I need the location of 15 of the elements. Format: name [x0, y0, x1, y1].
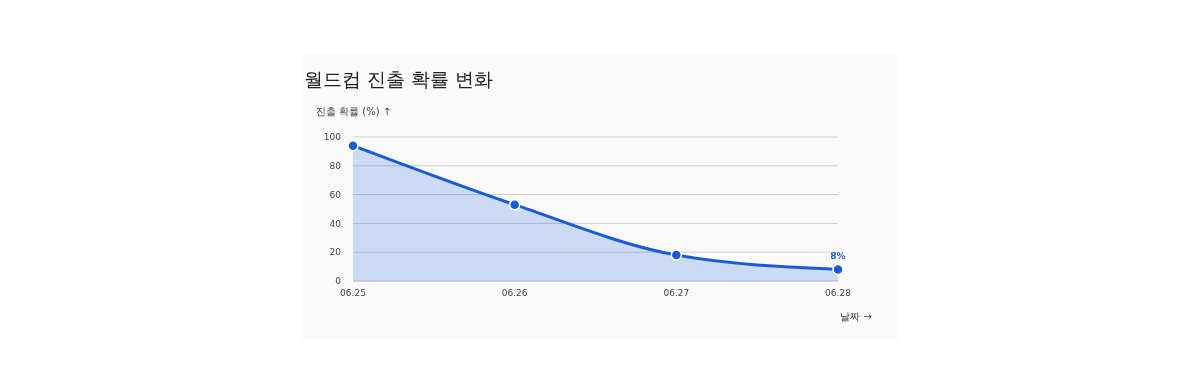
y-axis-title: 진출 확률 (%) ↑	[316, 106, 392, 117]
x-tick-label: 06.25	[340, 288, 366, 298]
chart-title: 월드컵 진출 확률 변화	[304, 68, 494, 90]
y-tick-label: 60	[329, 189, 342, 200]
y-tick-label: 20	[329, 247, 342, 258]
data-label: 8%	[830, 251, 846, 262]
y-tick-label: 100	[323, 132, 342, 143]
point	[670, 249, 683, 261]
x-tick-label: 06.26	[501, 288, 528, 298]
x-tick-label: 06.28	[825, 288, 852, 298]
x-tick-label: 06.27	[663, 288, 690, 298]
y-tick-label: 80	[329, 160, 342, 171]
y-tick-label: 0	[335, 276, 342, 287]
y-tick-label: 40	[329, 218, 342, 229]
x-axis-title: 날짜 →	[840, 311, 872, 322]
